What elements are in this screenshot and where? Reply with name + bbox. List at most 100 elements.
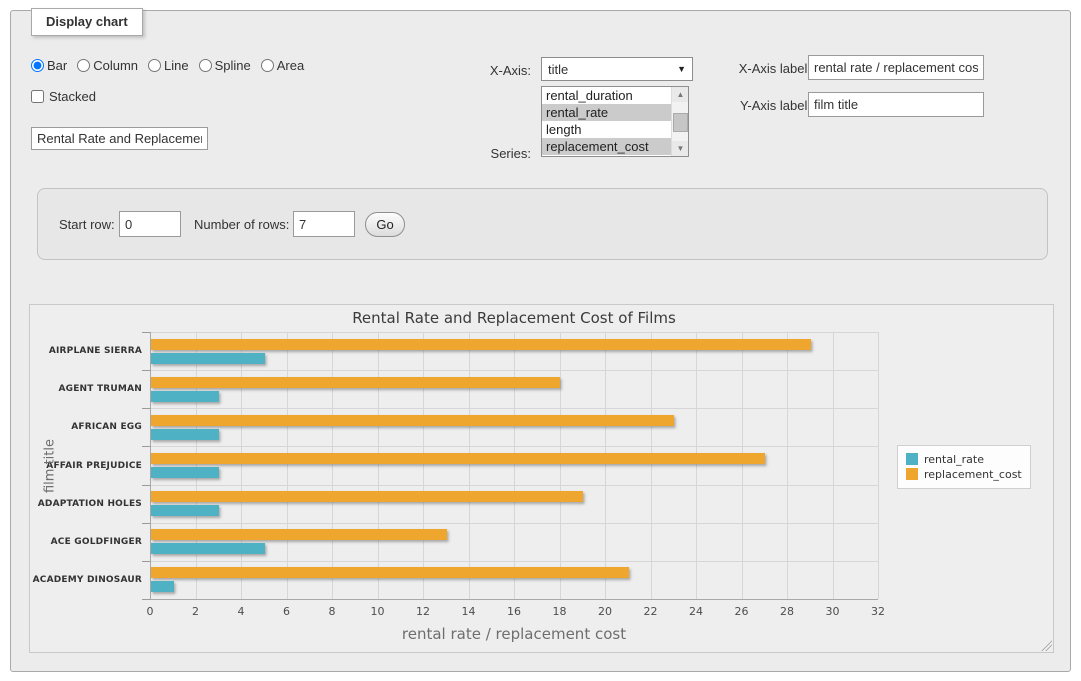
x-tick-label: 24 [689, 605, 703, 618]
category-tick [142, 560, 150, 562]
stacked-row: Stacked [31, 89, 96, 104]
category-tick [142, 408, 150, 410]
bar-rental_rate [151, 352, 265, 364]
listbox-scrollbar[interactable]: ▲ ▼ [671, 87, 688, 156]
scroll-up-icon[interactable]: ▲ [672, 87, 688, 102]
category-label: AFRICAN EGG [71, 422, 142, 433]
gridline [332, 332, 333, 599]
category-gridline [150, 408, 878, 410]
scrollbar-thumb[interactable] [673, 113, 688, 132]
x-axis-label-caption: X-Axis label: [738, 61, 811, 76]
series-options: rental_duration rental_rate length replacem… [542, 87, 671, 155]
y-axis-title: film title [42, 438, 58, 493]
radio-bar[interactable] [31, 59, 44, 72]
gridline [377, 332, 379, 599]
category-tick [142, 370, 150, 372]
x-tick-label: 0 [146, 605, 154, 618]
bar-replacement_cost [151, 529, 447, 541]
category-tick [142, 446, 150, 448]
radio-label-column: Column [93, 58, 139, 73]
category-gridline [150, 446, 878, 448]
number-of-rows-input[interactable] [293, 211, 355, 237]
stacked-label: Stacked [49, 89, 96, 104]
chart-title-input[interactable] [31, 127, 208, 150]
category-gridline [150, 332, 878, 333]
gridline [514, 332, 515, 599]
x-tick-label: 18 [552, 605, 567, 618]
x-axis-title: rental rate / replacement cost [401, 625, 627, 643]
chart-type-option-line: Line [148, 58, 189, 73]
bar-replacement_cost [151, 452, 766, 464]
x-axis-select[interactable]: title ▼ [541, 57, 693, 81]
legend-label: rental_rate [924, 452, 984, 466]
bar-replacement_cost [151, 491, 584, 503]
gridline [696, 332, 697, 599]
legend-item-rental_rate[interactable]: rental_rate [906, 453, 1022, 466]
start-row-label: Start row: [59, 217, 115, 232]
row-range-panel: Start row: Number of rows: Go [37, 188, 1048, 260]
x-axis-label-input[interactable] [808, 55, 984, 80]
x-tick-label: 32 [871, 605, 885, 618]
x-axis-line [150, 599, 878, 600]
chart-panel: Rental Rate and Replacement Cost of Film… [29, 304, 1054, 653]
radio-line[interactable] [148, 59, 162, 72]
gridline [423, 332, 424, 599]
radio-column[interactable] [77, 59, 91, 72]
y-axis-label-caption: Y-Axis label: [739, 98, 811, 113]
radio-spline[interactable] [198, 59, 212, 72]
radio-label-line: Line [164, 58, 189, 73]
chart-legend: rental_rate replacement_cost [897, 444, 1031, 489]
category-tick [142, 332, 150, 333]
x-tick-label: 16 [507, 605, 521, 618]
go-button[interactable]: Go [365, 212, 405, 237]
chart-title: Rental Rate and Replacement Cost of Film… [352, 309, 676, 327]
category-gridline [150, 560, 878, 562]
chart-type-option-area: Area [260, 58, 304, 73]
series-option-length[interactable]: length [546, 122, 582, 137]
bar-rental_rate [151, 505, 220, 517]
y-axis-label-input[interactable] [808, 92, 984, 117]
radio-label-spline: Spline [214, 58, 251, 73]
category-label: AIRPLANE SIERRA [48, 346, 142, 357]
x-tick-label: 26 [734, 605, 749, 618]
chart-type-option-spline: Spline [198, 58, 251, 73]
series-option-rental_duration[interactable]: rental_duration [546, 88, 633, 103]
resize-handle-icon[interactable] [1040, 639, 1052, 651]
x-axis-selected-value: title [548, 61, 569, 77]
x-tick-label: 6 [283, 605, 290, 618]
category-tick [142, 522, 150, 524]
gridline [241, 332, 242, 599]
x-tick-label: 10 [370, 605, 385, 618]
fieldset-legend: Display chart [31, 8, 143, 36]
gridline [832, 332, 834, 599]
start-row-input[interactable] [119, 211, 181, 237]
category-gridline [150, 484, 878, 486]
gridline [286, 332, 288, 599]
x-tick-label: 30 [825, 605, 840, 618]
radio-label-bar: Bar [47, 58, 68, 73]
y-axis-line [150, 332, 151, 599]
series-option-rental_rate[interactable]: rental_rate [542, 104, 671, 121]
bar-replacement_cost [151, 338, 811, 350]
gridline [741, 332, 743, 599]
scroll-down-icon[interactable]: ▼ [672, 141, 688, 156]
gridline [559, 332, 561, 599]
bar-rental_rate [151, 428, 220, 440]
x-tick-label: 2 [192, 605, 199, 618]
series-option-replacement_cost[interactable]: replacement_cost [542, 138, 671, 155]
category-gridline [150, 522, 878, 524]
radio-area[interactable] [260, 59, 274, 72]
bar-replacement_cost [151, 376, 561, 388]
chart-type-radio-group: Bar Column Line Spline Area [31, 58, 310, 73]
x-tick-label: 8 [328, 605, 336, 618]
category-gridline [150, 370, 878, 372]
series-listbox: rental_duration rental_rate length replacem… [541, 86, 689, 157]
legend-item-replacement_cost[interactable]: replacement_cost [906, 468, 1022, 481]
gridline [650, 332, 652, 599]
x-tick-label: 28 [780, 605, 794, 618]
display-chart-fieldset: Display chart Bar Column Line Spline Area St… [10, 8, 1071, 672]
gridline [605, 332, 606, 599]
stacked-checkbox[interactable] [31, 90, 44, 103]
bar-rental_rate [151, 466, 220, 478]
